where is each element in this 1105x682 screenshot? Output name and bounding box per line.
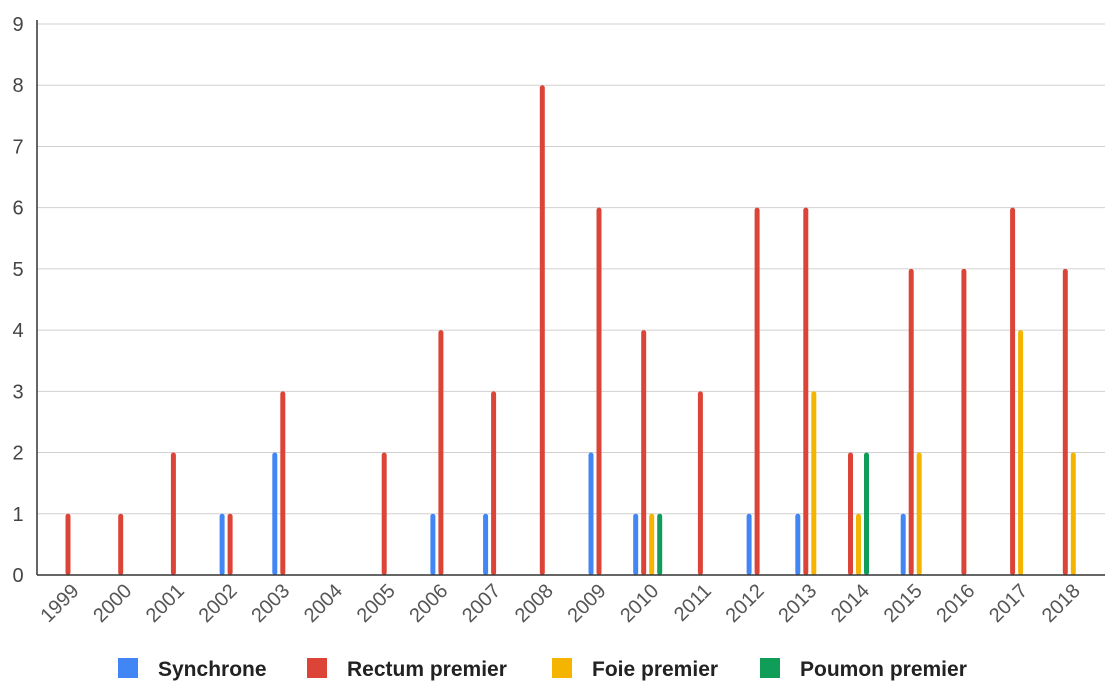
legend-swatch-rectum-premier [307,658,327,678]
x-tick-label: 2010 [616,580,663,627]
legend-label: Rectum premier [347,658,507,681]
y-tick-label: 1 [12,504,23,526]
bars [65,85,1076,575]
bar-synchrone-2013 [795,513,801,575]
bar-rectum-premier-1999 [65,513,71,575]
bar-rectum-premier-2018 [1062,268,1068,575]
bar-rectum-premier-2015 [908,268,914,575]
x-tick-label: 2005 [353,580,400,627]
bar-synchrone-2009 [588,452,594,575]
y-tick-label: 6 [12,198,23,220]
bar-rectum-premier-2016 [961,268,967,575]
bar-rectum-premier-2014 [848,452,853,575]
legend-label: Foie premier [592,658,718,681]
x-tick-label: 1999 [37,580,84,627]
legend-swatch-synchrone [118,658,138,678]
bar-foie-premier-2014 [856,513,861,575]
legend: Synchrone Rectum premier Foie premier Poumo… [118,658,967,681]
x-tick-label: 2004 [300,580,347,627]
legend-swatch-foie-premier [552,658,572,678]
bar-rectum-premier-2012 [754,207,760,575]
y-axis-ticks: 0 1 2 3 4 5 6 7 8 9 [12,14,23,587]
bar-synchrone-2002 [219,513,225,575]
x-tick-label: 2001 [142,580,189,627]
x-tick-label: 2007 [458,580,505,627]
y-tick-label: 2 [12,443,23,465]
bar-rectum-premier-2000 [118,513,124,575]
x-tick-label: 2002 [195,580,242,627]
bar-rectum-premier-2009 [596,207,602,575]
x-tick-label: 2008 [511,580,558,627]
y-tick-label: 4 [12,320,23,342]
x-tick-label: 2017 [985,580,1032,627]
x-tick-label: 2012 [722,580,769,627]
bar-rectum-premier-2008 [539,85,545,575]
bar-foie-premier-2013 [811,391,817,575]
x-tick-label: 2000 [89,580,136,627]
bar-synchrone-2015 [900,513,906,575]
bar-poumon-premier-2014 [864,452,869,575]
bar-rectum-premier-2003 [280,391,286,575]
bar-rectum-premier-2007 [491,391,497,575]
y-tick-label: 0 [12,565,23,587]
x-axis-ticks: 1999 2000 2001 2002 2003 2004 2005 2006 2007 2008… [37,580,1085,627]
axes [36,20,1105,576]
bar-rectum-premier-2001 [170,452,176,575]
x-tick-label: 2006 [405,580,452,627]
bar-rectum-premier-2011 [697,391,703,575]
bar-synchrone-2003 [272,452,278,575]
bar-synchrone-2006 [430,513,436,575]
bar-foie-premier-2017 [1018,330,1024,575]
bar-synchrone-2010 [633,513,639,575]
bar-foie-premier-2018 [1070,452,1076,575]
legend-label: Synchrone [158,658,267,681]
x-tick-label: 2009 [564,580,611,627]
bar-rectum-premier-2010 [641,330,647,575]
bar-foie-premier-2015 [916,452,922,575]
bar-synchrone-2012 [746,513,752,575]
y-tick-label: 7 [12,136,23,158]
bar-rectum-premier-2005 [381,452,387,575]
bar-foie-premier-2010 [649,513,655,575]
bar-synchrone-2007 [483,513,489,575]
bar-rectum-premier-2002 [227,513,233,575]
gridlines [37,23,1105,515]
legend-swatch-poumon-premier [760,658,780,678]
y-tick-label: 8 [12,75,23,97]
x-tick-label: 2011 [670,580,716,626]
bar-poumon-premier-2010 [657,513,663,575]
x-tick-label: 2003 [247,580,294,627]
x-tick-label: 2013 [774,580,821,627]
y-tick-label: 9 [12,14,23,36]
legend-label: Poumon premier [800,658,967,681]
x-tick-label: 2014 [827,580,874,627]
x-tick-label: 2018 [1038,580,1085,627]
y-tick-label: 5 [12,259,23,281]
bar-rectum-premier-2006 [438,330,444,575]
x-tick-label: 2016 [932,580,979,627]
x-tick-label: 2015 [880,580,927,627]
bar-rectum-premier-2013 [803,207,809,575]
y-tick-label: 3 [12,381,23,403]
bar-rectum-premier-2017 [1010,207,1016,575]
